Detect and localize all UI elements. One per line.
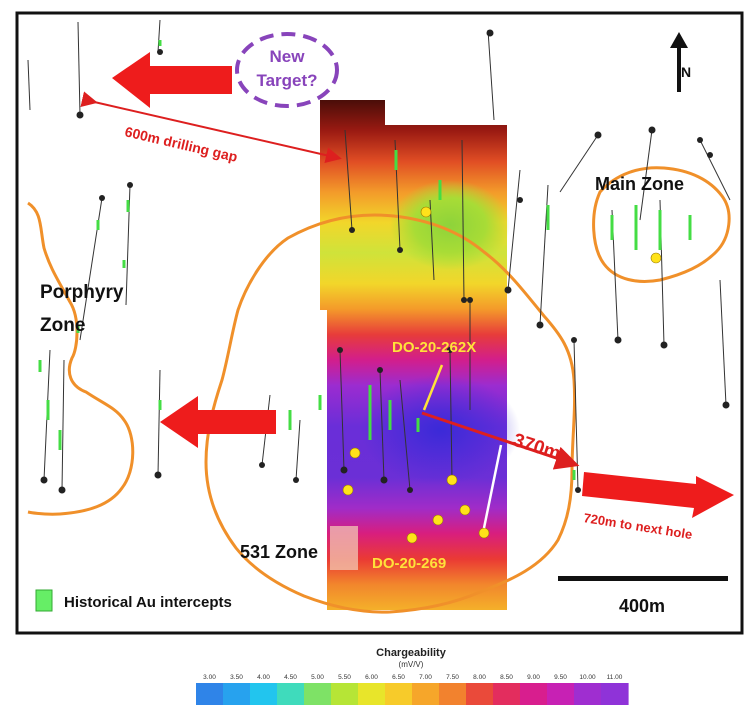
colorbar-cell [601, 683, 629, 705]
au-intercepts [38, 40, 692, 480]
colorbar-cell [331, 683, 359, 705]
colorbar-tick-label: 3.00 [203, 674, 216, 681]
porphyry-zone-label-line1: Porphyry [40, 282, 124, 303]
new-target-label-line1: New [270, 47, 306, 66]
scale-label: 400m [619, 596, 665, 616]
chargeability-colorbar: Chargeability (mV/V) 3.00 3.50 4.00 4.50 5.0… [196, 647, 629, 705]
colorbar-tick-label: 6.00 [365, 674, 378, 681]
north-arrow: N [670, 32, 691, 92]
zone-531-marker [330, 526, 358, 570]
colorbar-cell [277, 683, 305, 705]
colorbar-unit: (mV/V) [399, 660, 424, 669]
colorbar-cell [466, 683, 494, 705]
colorbar-cell [223, 683, 251, 705]
colorbar-cell [439, 683, 467, 705]
colorbar-cell [196, 683, 224, 705]
zone-outlines [27, 166, 731, 614]
legend-au-swatch [35, 589, 53, 612]
colorbar-cell [493, 683, 521, 705]
porphyry-zone-outline [27, 201, 135, 516]
colorbar-tick-label: 8.00 [473, 674, 486, 681]
legend-au-label: Historical Au intercepts [64, 594, 232, 611]
chargeability-section [320, 100, 520, 610]
colorbar-cell [547, 683, 575, 705]
colorbar-cell [358, 683, 386, 705]
hole-269-label: DO-20-269 [372, 555, 446, 572]
zone-531-outline [204, 213, 577, 614]
main-zone-label: Main Zone [595, 174, 684, 194]
colorbar-tick-label: 4.00 [257, 674, 270, 681]
porphyry-zone-label-line2: Zone [40, 315, 85, 336]
colorbar-tick-label: 7.50 [446, 674, 459, 681]
north-label: N [681, 64, 691, 80]
drill-collars [40, 29, 730, 494]
drilling-gap-line [80, 91, 342, 164]
colorbar-ticks: 3.00 3.50 4.00 4.50 5.00 5.50 6.00 6.50 7.00 7.50… [203, 674, 623, 681]
colorbar-cell [574, 683, 602, 705]
colorbar-tick-label: 9.50 [554, 674, 567, 681]
hole-269-pointer [482, 444, 503, 529]
colorbar-tick-label: 5.50 [338, 674, 351, 681]
new-target-label-line2: Target? [256, 71, 317, 90]
main-zone-outline [592, 166, 731, 283]
colorbar-tick-label: 11.00 [607, 674, 623, 681]
colorbar-tick-label: 3.50 [230, 674, 243, 681]
legend: Historical Au intercepts [35, 589, 232, 612]
scale-bar: 400m [558, 576, 728, 616]
colorbar-tick-label: 8.50 [500, 674, 513, 681]
colorbar-tick-label: 5.00 [311, 674, 324, 681]
colorbar-cells [196, 683, 629, 705]
colorbar-tick-label: 9.00 [527, 674, 540, 681]
zone-531-label: 531 Zone [240, 542, 318, 562]
colorbar-title: Chargeability [376, 647, 447, 659]
colorbar-cell [385, 683, 413, 705]
colorbar-tick-label: 4.50 [284, 674, 297, 681]
colorbar-cell [412, 683, 440, 705]
arrow-left-mid [160, 396, 276, 448]
colorbar-cell [520, 683, 548, 705]
arrow-right [582, 472, 734, 518]
new-target-circle [235, 32, 339, 108]
gold-hole-markers [342, 206, 662, 544]
colorbar-tick-label: 10.00 [579, 674, 596, 681]
colorbar-cell [250, 683, 278, 705]
hole-262x-pointer [422, 364, 444, 411]
drill-traces [27, 19, 731, 491]
colorbar-tick-label: 7.00 [419, 674, 432, 681]
distance-370-line [421, 411, 580, 470]
colorbar-tick-label: 6.50 [392, 674, 405, 681]
hole-262x-label: DO-20-262X [392, 339, 476, 356]
colorbar-cell [304, 683, 332, 705]
